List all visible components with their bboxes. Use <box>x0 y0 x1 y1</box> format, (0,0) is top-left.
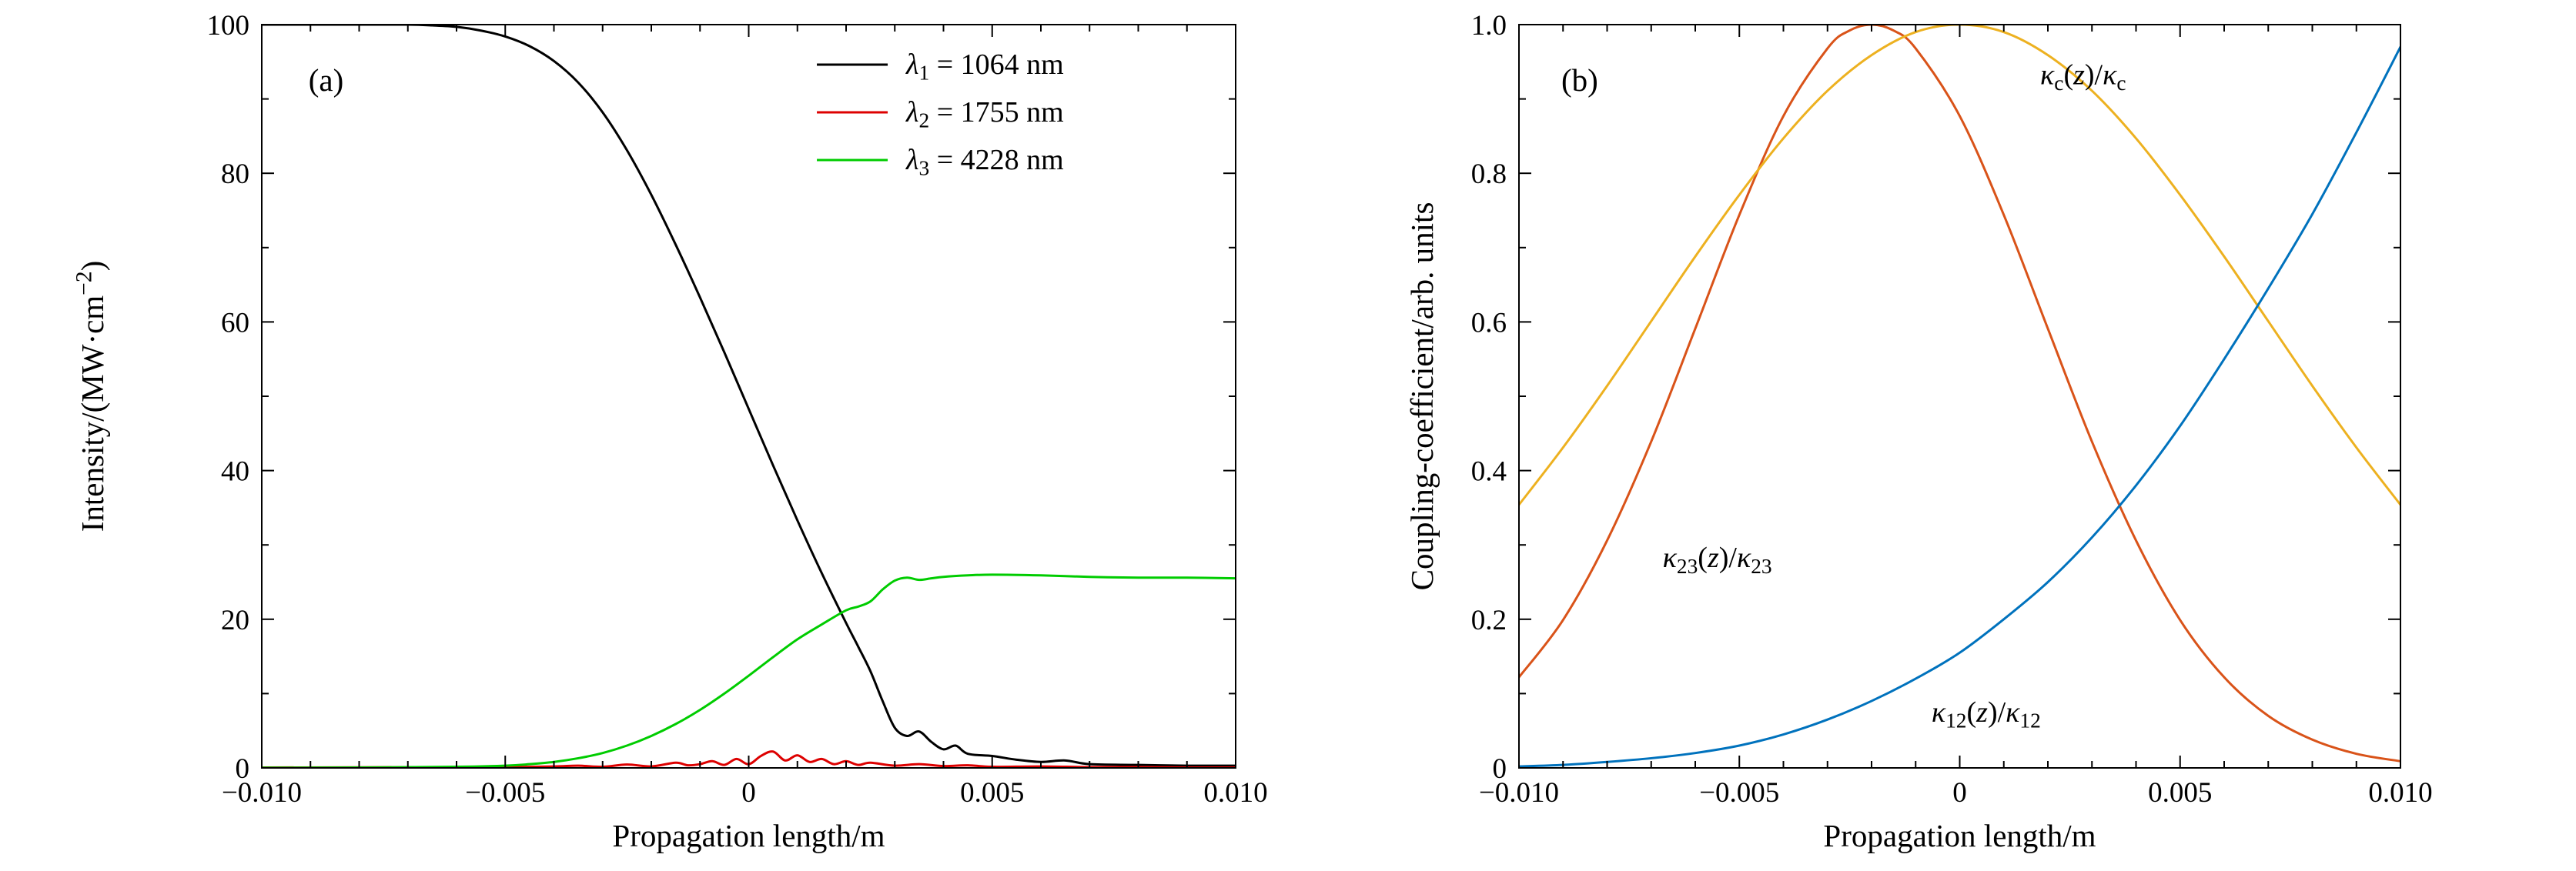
y-tick-label: 1.0 <box>1471 10 1507 42</box>
y-tick-label: 60 <box>221 307 249 339</box>
x-tick-label: −0.005 <box>465 777 545 809</box>
legend-label-lambda-1: λ1 = 1064 nm <box>905 48 1064 85</box>
panel-label: (b) <box>1561 62 1598 98</box>
y-axis-label: Coupling-coefficient/arb. units <box>1404 202 1440 591</box>
plot-spine <box>261 24 1236 769</box>
annotation-label: κ12(z)/κ12 <box>1932 696 2041 733</box>
y-tick-label: 0 <box>1493 753 1507 785</box>
panel-label: (a) <box>309 62 344 98</box>
y-tick-label: 0 <box>236 753 250 785</box>
plot-spine <box>1518 24 2401 769</box>
y-tick-label: 0.2 <box>1471 605 1507 636</box>
series-line-lambda-1 <box>262 25 1236 767</box>
y-tick-label: 20 <box>221 605 249 636</box>
series-line-kappa-23 <box>1519 25 2400 763</box>
series-line-kappa-c <box>1519 25 2400 506</box>
x-axis-label: Propagation length/m <box>1823 818 2096 853</box>
legend-label-lambda-2: λ2 = 1755 nm <box>905 96 1064 132</box>
y-tick-label: 80 <box>221 159 249 190</box>
y-tick-label: 0.4 <box>1471 456 1507 488</box>
y-tick-label: 0.8 <box>1471 159 1507 190</box>
series-line-kappa-12 <box>1519 45 2400 768</box>
series-line-lambda-3 <box>262 573 1236 768</box>
panel-b-chart: −0.010 −0.005 0 0.005 0.010 0 0.2 0.4 0.6 0.8 1.0 P… <box>1404 10 2433 853</box>
x-tick-label: 0.005 <box>960 777 1024 809</box>
panel-a-chart: −0.010 −0.005 0 0.005 0.010 0 20 40 60 80 100 Propa… <box>72 10 1267 853</box>
x-tick-label: 0 <box>1952 777 1967 809</box>
x-tick-label: 0.010 <box>2368 777 2432 809</box>
annotation-label: κ23(z)/κ23 <box>1663 542 1772 578</box>
annotation-label: κc(z)/κc <box>2040 58 2126 95</box>
y-tick-label: 0.6 <box>1471 307 1507 339</box>
legend-label-lambda-3: λ3 = 4228 nm <box>905 144 1064 180</box>
series-line-lambda-2 <box>262 750 1236 768</box>
x-tick-label: −0.010 <box>222 777 302 809</box>
y-tick-label: 100 <box>207 10 250 42</box>
x-tick-label: 0 <box>741 777 756 809</box>
x-tick-label: 0.010 <box>1203 777 1267 809</box>
y-tick-label: 40 <box>221 456 249 488</box>
x-tick-label: −0.005 <box>1699 777 1779 809</box>
x-axis-label: Propagation length/m <box>612 818 885 853</box>
x-tick-label: −0.010 <box>1479 777 1559 809</box>
x-tick-label: 0.005 <box>2148 777 2212 809</box>
y-axis-label: Intensity/(MW·cm−2) <box>72 261 110 532</box>
